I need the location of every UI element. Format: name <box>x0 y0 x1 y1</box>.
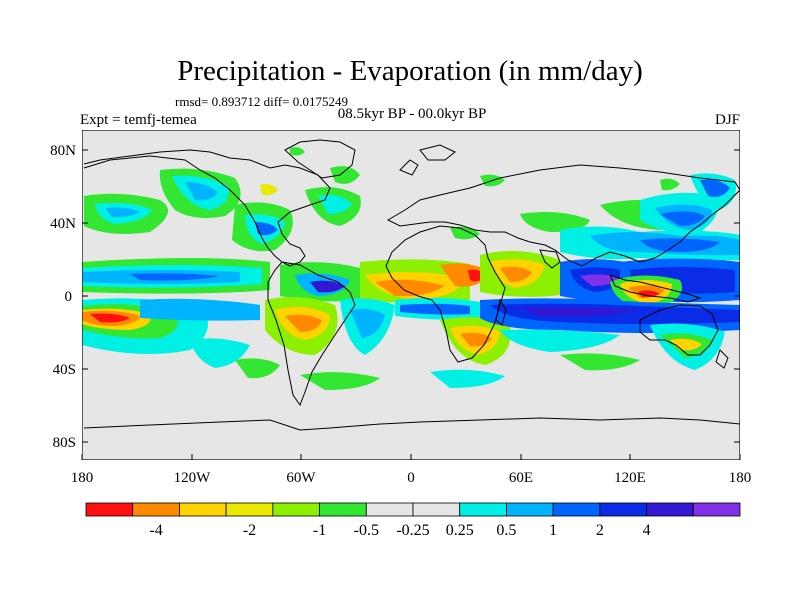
lon-axis <box>81 454 741 460</box>
lon-tick-label: 120E <box>614 470 646 486</box>
colorbar-label: -1 <box>313 522 326 539</box>
lat-tick-label: 80S <box>53 435 76 451</box>
lat-axis <box>82 149 740 443</box>
lon-tick-label: 180 <box>729 470 752 486</box>
colorbar-swatch <box>85 502 134 517</box>
precip-field-south <box>82 296 740 390</box>
colorbar-label: -4 <box>149 522 162 539</box>
lat-tick-label: 0 <box>65 289 73 305</box>
colorbar-label: 4 <box>643 522 651 539</box>
colorbar-swatch <box>692 502 741 517</box>
colorbar-swatch <box>365 502 414 517</box>
colorbar-swatch <box>132 502 180 517</box>
colorbar-swatch <box>319 502 367 517</box>
colorbar-label: -0.25 <box>396 522 429 539</box>
colorbar-label: -0.5 <box>354 522 379 539</box>
precip-field-north <box>84 147 740 261</box>
lat-tick-label: 40N <box>50 216 76 232</box>
lon-tick-label: 120W <box>174 470 212 486</box>
colorbar-swatch <box>599 502 647 517</box>
lon-tick-label: 60W <box>286 470 316 486</box>
colorbar-swatch <box>412 502 461 517</box>
map-area <box>82 130 740 460</box>
colorbar-swatch <box>272 502 320 517</box>
season-label: DJF <box>715 112 740 128</box>
colorbar-label: -2 <box>243 522 256 539</box>
colorbar-swatch <box>552 502 601 517</box>
lon-tick-label: 60E <box>509 470 533 486</box>
colorbar-swatch <box>646 502 694 517</box>
plot-title: Precipitation - Evaporation (in mm/day) <box>177 55 643 87</box>
colorbar-label: 0.25 <box>446 522 474 539</box>
lon-tick-label: 0 <box>407 470 415 486</box>
coastlines <box>83 139 740 431</box>
lat-tick-label: 40S <box>53 362 76 378</box>
lon-tick-label: 180 <box>71 470 94 486</box>
colorbar: -4 -2 -1 -0.5 -0.25 0.25 0.5 1 2 4 <box>85 502 741 539</box>
stats-text: rmsd= 0.893712 diff= 0.0175249 <box>175 94 348 109</box>
colorbar-label: 1 <box>549 522 557 539</box>
colorbar-swatch <box>225 502 274 517</box>
colorbar-label: 2 <box>596 522 604 539</box>
period-label: 08.5kyr BP - 00.0kyr BP <box>338 106 487 122</box>
colorbar-swatch <box>459 502 507 517</box>
lat-tick-label: 80N <box>50 143 76 159</box>
experiment-label: Expt = temfj-temea <box>80 112 197 128</box>
colorbar-swatch <box>179 502 227 517</box>
colorbar-swatch <box>506 502 554 517</box>
colorbar-label: 0.5 <box>496 522 516 539</box>
precip-field-equator <box>82 251 740 310</box>
